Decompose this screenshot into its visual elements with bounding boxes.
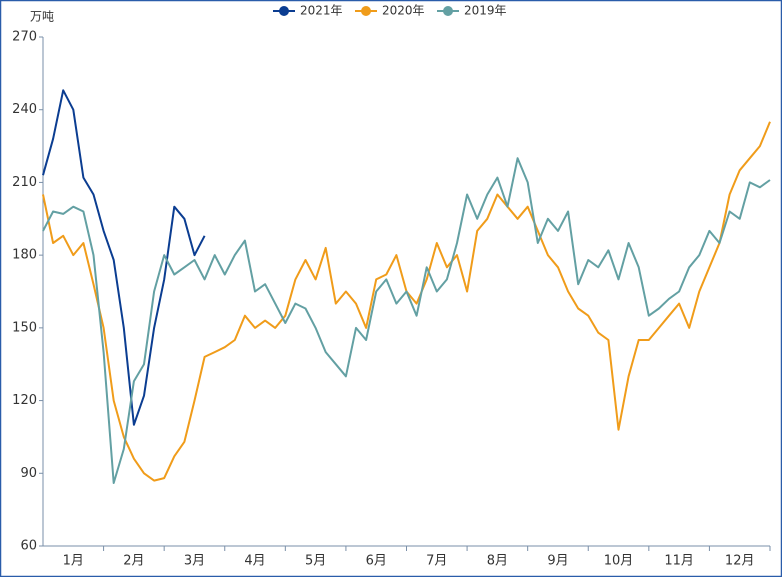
y-tick-label: 150 [12, 320, 37, 335]
x-tick-label: 10月 [604, 554, 634, 569]
x-tick-label: 2月 [123, 554, 144, 569]
x-tick-label: 11月 [664, 554, 694, 569]
x-tick-label: 9月 [547, 554, 568, 569]
x-tick-label: 6月 [366, 554, 387, 569]
legend-marker [361, 6, 371, 16]
legend-label: 2019年 [464, 4, 507, 18]
x-tick-label: 7月 [426, 554, 447, 569]
x-tick-label: 3月 [184, 554, 205, 569]
y-tick-label: 180 [12, 248, 37, 263]
legend-marker [279, 6, 289, 16]
legend-marker [443, 6, 453, 16]
y-tick-label: 240 [12, 102, 37, 117]
x-tick-label: 4月 [244, 554, 265, 569]
series-line [42, 157, 771, 484]
y-axis-label: 万吨 [30, 10, 54, 24]
x-tick-label: 12月 [725, 554, 755, 569]
legend-label: 2020年 [382, 4, 425, 18]
y-tick-label: 90 [20, 466, 37, 481]
y-tick-label: 210 [12, 175, 37, 190]
x-tick-label: 8月 [487, 554, 508, 569]
x-tick-label: 5月 [305, 554, 326, 569]
x-tick-label: 1月 [63, 554, 84, 569]
y-tick-label: 120 [12, 393, 37, 408]
y-tick-label: 60 [20, 539, 37, 554]
series-line [42, 89, 206, 426]
y-tick-label: 270 [12, 30, 37, 45]
legend-label: 2021年 [300, 4, 343, 18]
